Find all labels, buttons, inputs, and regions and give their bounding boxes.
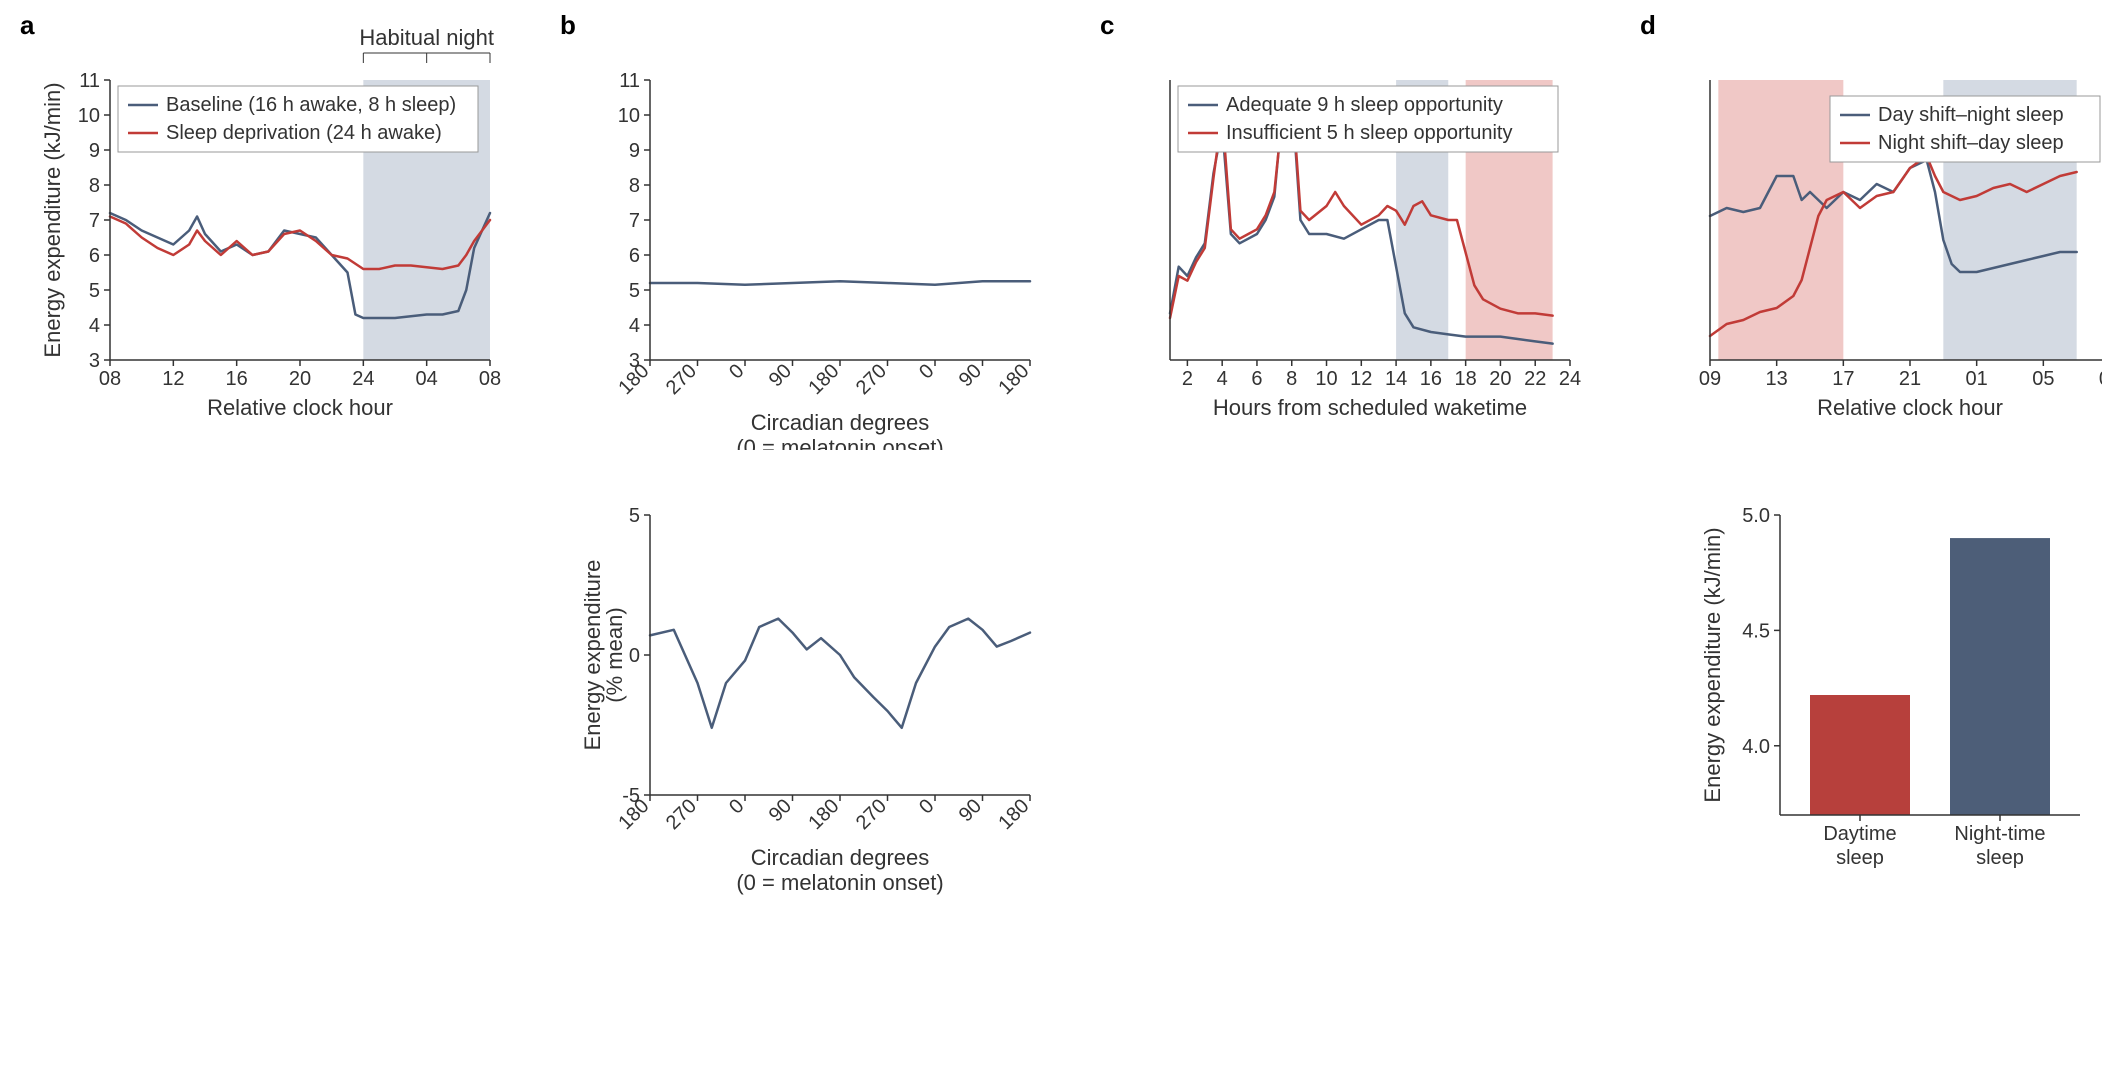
svg-text:6: 6 <box>1251 368 1262 390</box>
svg-text:10: 10 <box>78 105 100 127</box>
chart-c: 24681012141618202224Hours from scheduled… <box>1100 20 1600 450</box>
panel-b-bottom: -505180270090180270090180Circadian degre… <box>560 485 1060 920</box>
panel-b-top: b 34567891011180270090180270090180Circad… <box>560 20 1060 455</box>
svg-text:Circadian degrees: Circadian degrees <box>751 410 930 435</box>
svg-text:08: 08 <box>479 368 501 390</box>
svg-text:5.0: 5.0 <box>1742 505 1770 527</box>
svg-text:6: 6 <box>89 245 100 267</box>
svg-text:Adequate 9 h sleep opportunity: Adequate 9 h sleep opportunity <box>1226 94 1503 116</box>
svg-text:05: 05 <box>2032 368 2054 390</box>
chart-d-top: 09131721010509Relative clock hourDay shi… <box>1640 20 2102 450</box>
svg-text:Sleep deprivation (24 h awake): Sleep deprivation (24 h awake) <box>166 122 442 144</box>
svg-text:Habitual night: Habitual night <box>359 25 494 50</box>
svg-text:5: 5 <box>629 505 640 527</box>
svg-text:Baseline (16 h awake, 8 h slee: Baseline (16 h awake, 8 h sleep) <box>166 94 456 116</box>
svg-text:24: 24 <box>352 368 374 390</box>
svg-text:12: 12 <box>1350 368 1372 390</box>
svg-text:180: 180 <box>614 795 653 834</box>
svg-text:17: 17 <box>1832 368 1854 390</box>
svg-text:270: 270 <box>662 795 701 834</box>
svg-text:180: 180 <box>994 360 1033 399</box>
panel-d-label: d <box>1640 10 1656 41</box>
svg-text:90: 90 <box>955 360 986 391</box>
svg-text:9: 9 <box>629 140 640 162</box>
svg-text:10: 10 <box>1315 368 1337 390</box>
svg-text:4.5: 4.5 <box>1742 620 1770 642</box>
svg-text:Circadian degrees: Circadian degrees <box>751 845 930 870</box>
svg-text:Energy expenditure (kJ/min): Energy expenditure (kJ/min) <box>40 82 65 357</box>
svg-text:(0 = melatonin onset): (0 = melatonin onset) <box>736 435 943 450</box>
figure-grid: a Habitual night345678910110812162024040… <box>20 20 2082 920</box>
chart-b-bottom: -505180270090180270090180Circadian degre… <box>560 485 1060 915</box>
svg-text:14: 14 <box>1385 368 1407 390</box>
svg-text:90: 90 <box>765 360 796 391</box>
svg-text:90: 90 <box>955 795 986 826</box>
svg-text:180: 180 <box>614 360 653 399</box>
svg-text:10: 10 <box>618 105 640 127</box>
chart-b-top: 34567891011180270090180270090180Circadia… <box>560 20 1060 450</box>
svg-text:13: 13 <box>1766 368 1788 390</box>
svg-text:Hours from scheduled waketime: Hours from scheduled waketime <box>1213 395 1527 420</box>
svg-text:9: 9 <box>89 140 100 162</box>
svg-text:24: 24 <box>1559 368 1581 390</box>
svg-text:Relative clock hour: Relative clock hour <box>207 395 393 420</box>
svg-text:20: 20 <box>1489 368 1511 390</box>
panel-a-label: a <box>20 10 34 41</box>
svg-text:16: 16 <box>1420 368 1442 390</box>
svg-text:Night-time: Night-time <box>1954 823 2045 845</box>
svg-text:18: 18 <box>1455 368 1477 390</box>
svg-text:8: 8 <box>629 175 640 197</box>
svg-text:4: 4 <box>1217 368 1228 390</box>
svg-text:270: 270 <box>852 795 891 834</box>
svg-text:4: 4 <box>629 315 640 337</box>
panel-c-label: c <box>1100 10 1114 41</box>
svg-text:4.0: 4.0 <box>1742 736 1770 758</box>
svg-text:04: 04 <box>416 368 438 390</box>
svg-text:Day shift–night sleep: Day shift–night sleep <box>1878 104 2064 126</box>
panel-a: a Habitual night345678910110812162024040… <box>20 20 520 455</box>
svg-text:4: 4 <box>89 315 100 337</box>
svg-text:90: 90 <box>765 795 796 826</box>
svg-text:16: 16 <box>226 368 248 390</box>
svg-text:21: 21 <box>1899 368 1921 390</box>
svg-text:7: 7 <box>629 210 640 232</box>
svg-text:2: 2 <box>1182 368 1193 390</box>
svg-text:270: 270 <box>852 360 891 399</box>
svg-text:180: 180 <box>804 795 843 834</box>
panel-b-label: b <box>560 10 576 41</box>
svg-text:5: 5 <box>89 280 100 302</box>
svg-text:8: 8 <box>89 175 100 197</box>
svg-text:22: 22 <box>1524 368 1546 390</box>
svg-text:20: 20 <box>289 368 311 390</box>
svg-text:sleep: sleep <box>1976 847 2024 869</box>
svg-text:270: 270 <box>662 360 701 399</box>
chart-d-bottom: 4.04.55.0DaytimesleepNight-timesleepEner… <box>1640 485 2102 915</box>
panel-c: c 24681012141618202224Hours from schedul… <box>1100 20 1600 455</box>
svg-text:0: 0 <box>629 645 640 667</box>
svg-text:01: 01 <box>1966 368 1988 390</box>
svg-text:6: 6 <box>629 245 640 267</box>
svg-text:7: 7 <box>89 210 100 232</box>
svg-text:11: 11 <box>619 70 640 92</box>
svg-text:12: 12 <box>162 368 184 390</box>
svg-text:sleep: sleep <box>1836 847 1884 869</box>
svg-text:08: 08 <box>99 368 121 390</box>
svg-text:11: 11 <box>79 70 100 92</box>
svg-text:Night shift–day sleep: Night shift–day sleep <box>1878 132 2064 154</box>
chart-a: Habitual night3456789101108121620240408R… <box>20 20 520 450</box>
panel-d-top: d 09131721010509Relative clock hourDay s… <box>1640 20 2102 455</box>
svg-text:(% mean): (% mean) <box>602 607 627 702</box>
svg-text:Energy expenditure (kJ/min): Energy expenditure (kJ/min) <box>1700 527 1725 802</box>
svg-text:Relative clock hour: Relative clock hour <box>1817 395 2003 420</box>
svg-text:8: 8 <box>1286 368 1297 390</box>
svg-text:5: 5 <box>629 280 640 302</box>
svg-text:Daytime: Daytime <box>1823 823 1896 845</box>
svg-text:180: 180 <box>804 360 843 399</box>
svg-text:Insufficient 5 h sleep opportu: Insufficient 5 h sleep opportunity <box>1226 122 1512 144</box>
svg-text:(0 = melatonin onset): (0 = melatonin onset) <box>736 870 943 895</box>
panel-d-bottom: 4.04.55.0DaytimesleepNight-timesleepEner… <box>1640 485 2102 920</box>
svg-text:180: 180 <box>994 795 1033 834</box>
svg-text:09: 09 <box>1699 368 1721 390</box>
